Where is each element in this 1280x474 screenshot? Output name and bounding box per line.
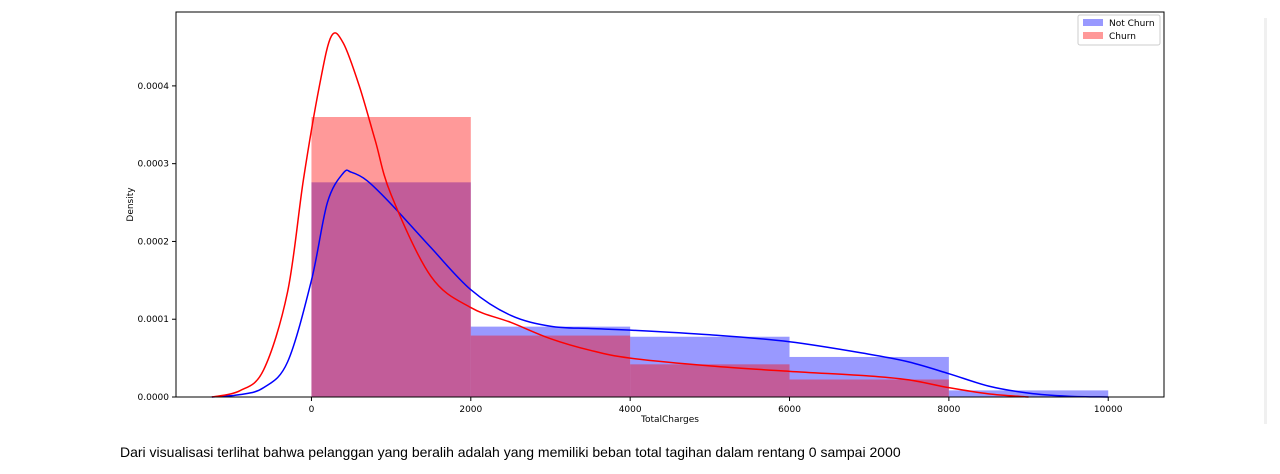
not-churn-bar-0 <box>311 182 471 397</box>
x-axis: 0 2000 4000 6000 8000 10000 <box>309 397 1123 415</box>
y-axis-label: Density <box>126 187 136 222</box>
churn-bar-1 <box>470 335 631 397</box>
x-tick-label: 2000 <box>459 405 482 415</box>
kde-curves <box>211 32 1109 398</box>
not-churn-histogram <box>311 182 1109 397</box>
legend-swatch-churn <box>1083 32 1103 39</box>
legend-box <box>1077 14 1161 46</box>
density-chart: 0 2000 4000 6000 8000 10000 0.00000.00010.000… <box>126 11 1165 425</box>
churn-histogram <box>311 117 949 397</box>
not-churn-bar-2 <box>630 336 790 397</box>
y-tick-label: 0.0001 <box>138 315 170 325</box>
not-churn-kde-line <box>211 169 1109 398</box>
churn-kde-line <box>211 32 1029 398</box>
x-tick-label: 10000 <box>1094 405 1123 415</box>
y-axis: 0.0000 0.0001 0.0002 0.0003 0.0004 <box>138 82 176 403</box>
churn-bar-0 <box>311 117 471 397</box>
y-tick-label: 0.0004 <box>138 82 170 92</box>
x-tick-label: 6000 <box>778 405 801 415</box>
y-tick-label: 0.0002 <box>138 237 170 247</box>
caption-text: Dari visualisasi terlihat bahwa pelangga… <box>120 444 901 460</box>
not-churn-bar-3 <box>789 356 949 397</box>
plot-frame <box>175 11 1165 398</box>
x-tick-label: 8000 <box>937 405 960 415</box>
x-axis-label: TotalCharges <box>640 415 699 425</box>
legend-label-not-churn: Not Churn <box>1109 19 1155 29</box>
x-tick-label: 0 <box>309 405 315 415</box>
legend-swatch-not-churn <box>1083 19 1103 26</box>
churn-bar-3 <box>789 379 949 397</box>
y-tick-label: 0.0000 <box>138 393 170 403</box>
legend-label-churn: Churn <box>1109 32 1136 42</box>
legend: Not Churn Churn <box>1077 14 1161 46</box>
x-tick-label: 4000 <box>619 405 642 415</box>
y-tick-label: 0.0003 <box>138 160 170 170</box>
scrollbar-track[interactable] <box>1264 18 1267 424</box>
